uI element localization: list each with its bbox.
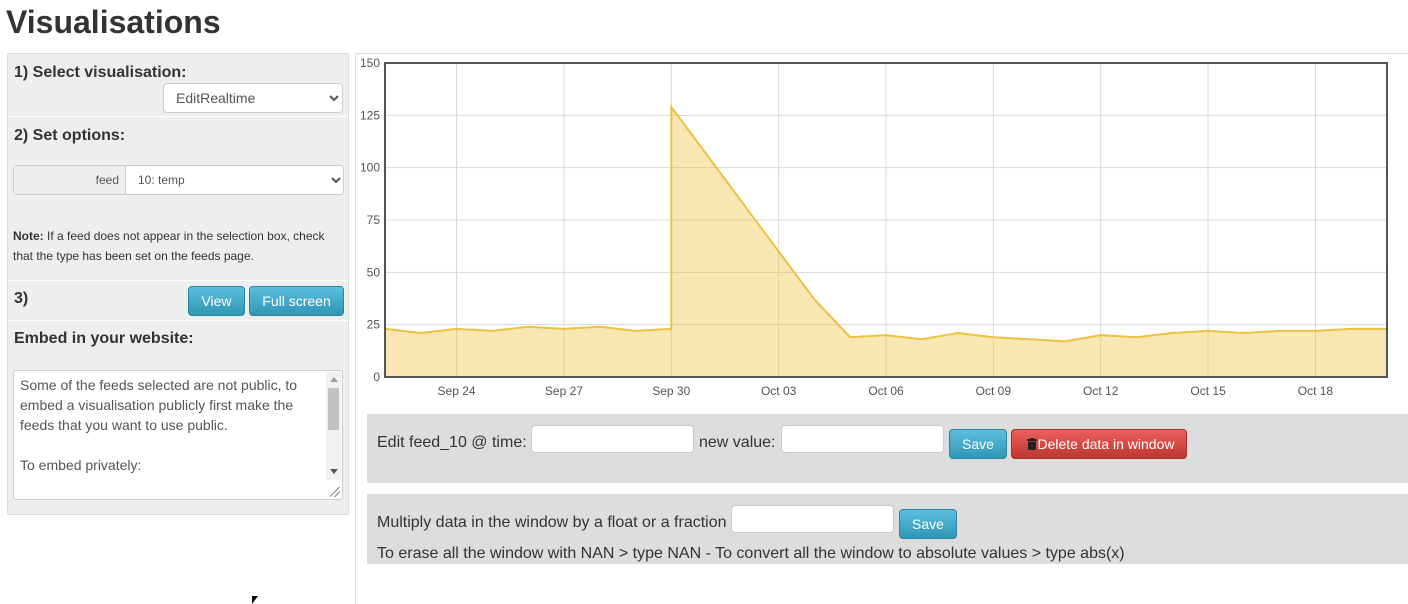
step2-heading: 2) Set options:: [14, 127, 126, 144]
visualisation-area: 0 25 50 75 100 125 150 Sep 24 Sep 27 Sep 30 Oct 03…: [355, 53, 1408, 604]
embed-paragraph-public: Some of the feeds selected are not publi…: [20, 377, 298, 433]
resize-grip-icon[interactable]: [330, 487, 340, 497]
y-tick-label: 75: [367, 213, 381, 227]
x-tick-label: Oct 15: [1190, 384, 1226, 398]
note-text: If a feed does not appear in the selecti…: [13, 229, 325, 263]
multiply-bar: Multiply data in the window by a float o…: [367, 494, 1408, 564]
step1-heading: 1) Select visualisation:: [14, 64, 187, 81]
step3-section: 3) View Full screen: [8, 281, 348, 321]
y-tick-label: 50: [367, 265, 381, 279]
x-tick-label: Sep 30: [652, 384, 690, 398]
visualisation-select[interactable]: EditRealtime: [163, 83, 343, 113]
y-tick-label: 150: [360, 56, 380, 70]
x-tick-label: Oct 06: [868, 384, 904, 398]
note-label: Note:: [13, 229, 44, 243]
edit-value-bar: Edit feed_10 @ time: new value: Save Del…: [367, 414, 1408, 483]
edit-time-input[interactable]: [531, 425, 694, 453]
series-line: [384, 103, 1387, 343]
scroll-up-arrow-icon[interactable]: [330, 377, 338, 382]
multiply-save-button[interactable]: Save: [899, 509, 957, 539]
delete-data-button[interactable]: Delete data in window: [1011, 429, 1187, 459]
y-tick-label: 100: [360, 161, 380, 175]
embed-code-textarea[interactable]: Some of the feeds selected are not publi…: [13, 370, 343, 500]
multiply-help-text: To erase all the window with NAN > type …: [377, 545, 1125, 562]
embed-heading: Embed in your website:: [14, 330, 194, 347]
edit-save-button[interactable]: Save: [949, 429, 1007, 459]
embed-scrollbar-thumb[interactable]: [328, 388, 339, 430]
view-button[interactable]: View: [188, 286, 245, 316]
x-tick-label: Oct 18: [1298, 384, 1334, 398]
scroll-down-arrow-icon[interactable]: [330, 469, 338, 474]
embed-paragraph-private: To embed privately:: [20, 457, 142, 473]
delete-data-label: Delete data in window: [1037, 436, 1175, 452]
feed-chart[interactable]: 0 25 50 75 100 125 150 Sep 24 Sep 27 Sep 30 Oct 03…: [356, 54, 1408, 409]
step1-section: 1) Select visualisation: EditRealtime: [8, 54, 348, 117]
new-value-label: new value:: [699, 434, 776, 451]
edit-time-label: Edit feed_10 @ time:: [377, 434, 527, 451]
y-tick-label: 0: [373, 370, 380, 384]
x-tick-label: Sep 27: [545, 384, 583, 398]
multiply-label: Multiply data in the window by a float o…: [377, 514, 727, 531]
new-value-input[interactable]: [781, 425, 944, 453]
full-screen-button[interactable]: Full screen: [249, 286, 344, 316]
feed-select[interactable]: 10: temp: [126, 166, 343, 194]
series-area: [385, 107, 1387, 377]
mouse-cursor-icon: [252, 596, 258, 604]
x-tick-label: Sep 24: [438, 384, 476, 398]
feed-label: feed: [14, 166, 126, 194]
x-tick-label: Oct 09: [976, 384, 1012, 398]
page-title: Visualisations: [6, 4, 221, 40]
feed-option-group: feed 10: temp: [13, 165, 344, 195]
multiply-input[interactable]: [731, 505, 894, 533]
y-tick-label: 25: [367, 318, 381, 332]
y-tick-label: 125: [360, 108, 380, 122]
visualisation-options-panel: 1) Select visualisation: EditRealtime 2)…: [7, 53, 349, 515]
plot-frame: [384, 62, 1388, 378]
embed-text: Some of the feeds selected are not publi…: [20, 375, 320, 495]
feed-note: Note: If a feed does not appear in the s…: [13, 226, 343, 266]
step2-section: 2) Set options:: [8, 117, 348, 281]
trash-icon: [1027, 438, 1037, 450]
x-tick-label: Oct 12: [1083, 384, 1119, 398]
step3-heading: 3): [14, 290, 29, 307]
x-tick-label: Oct 03: [761, 384, 797, 398]
